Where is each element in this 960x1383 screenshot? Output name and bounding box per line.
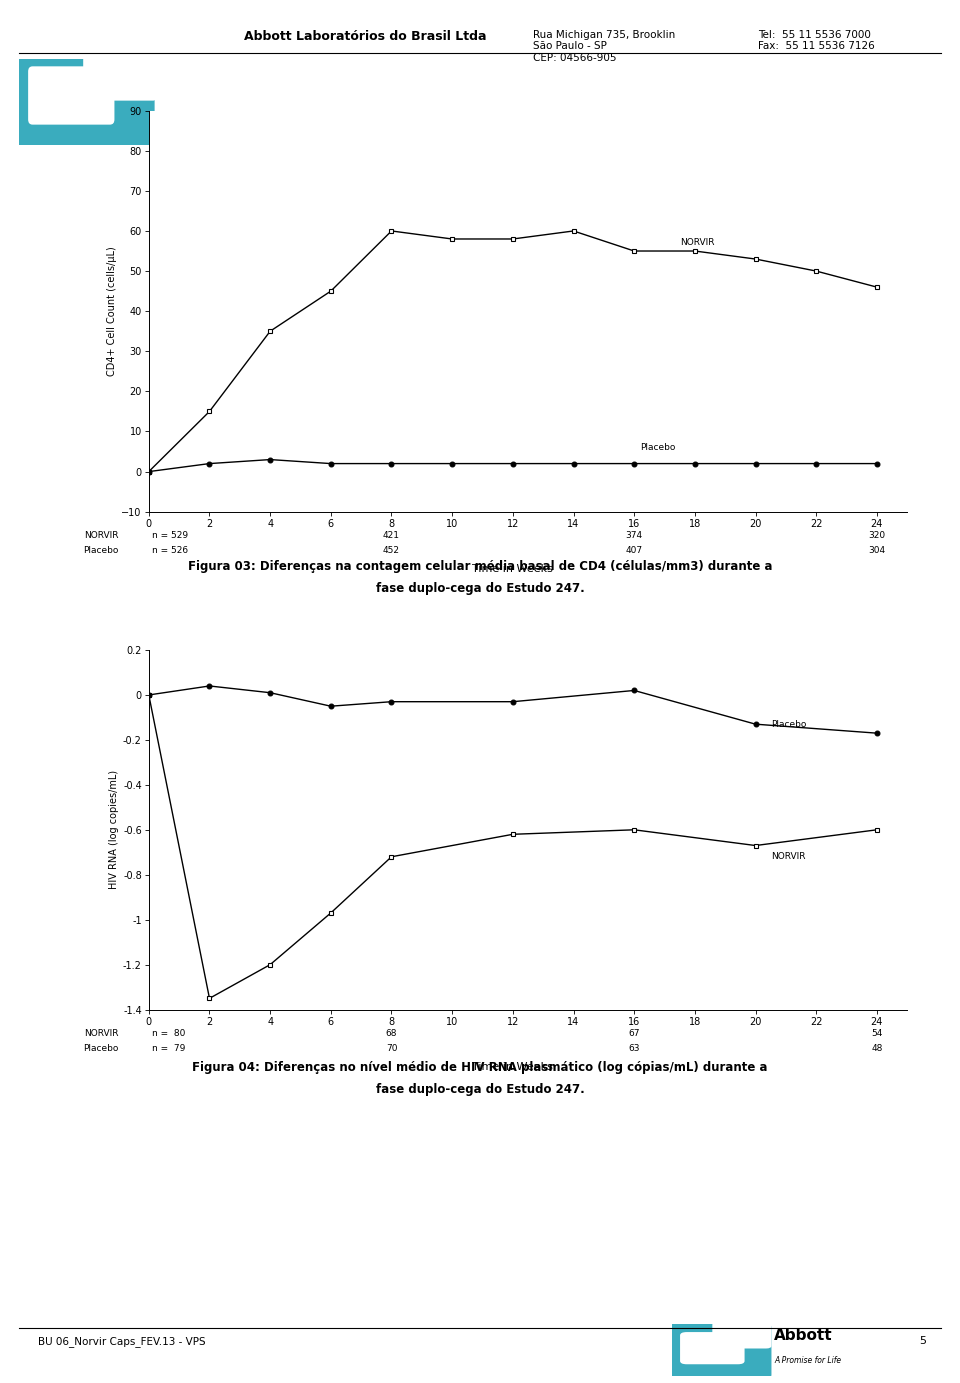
FancyBboxPatch shape	[680, 1332, 745, 1364]
FancyBboxPatch shape	[664, 1322, 772, 1380]
Text: 320: 320	[868, 531, 885, 541]
Text: Rua Michigan 735, Brooklin
São Paulo - SP
CEP: 04566-905: Rua Michigan 735, Brooklin São Paulo - S…	[533, 30, 675, 64]
Text: Figura 03: Diferenças na contagem celular média basal de CD4 (células/mm3) duran: Figura 03: Diferenças na contagem celula…	[188, 560, 772, 573]
Text: 70: 70	[386, 1044, 397, 1054]
Text: Abbott Laboratórios do Brasil Ltda: Abbott Laboratórios do Brasil Ltda	[244, 30, 486, 43]
Text: n = 529: n = 529	[152, 531, 188, 541]
Text: NORVIR: NORVIR	[84, 1029, 118, 1039]
Y-axis label: HIV RNA (log copies/mL): HIV RNA (log copies/mL)	[108, 770, 119, 889]
Text: fase duplo-cega do Estudo 247.: fase duplo-cega do Estudo 247.	[375, 582, 585, 595]
Text: Abbott: Abbott	[774, 1328, 832, 1343]
Text: Placebo: Placebo	[640, 443, 676, 452]
Text: 68: 68	[386, 1029, 397, 1039]
Text: fase duplo-cega do Estudo 247.: fase duplo-cega do Estudo 247.	[375, 1083, 585, 1095]
Text: Placebo: Placebo	[83, 1044, 118, 1054]
Text: Time in Weeks: Time in Weeks	[472, 1062, 553, 1072]
Text: n =  80: n = 80	[152, 1029, 185, 1039]
FancyBboxPatch shape	[13, 57, 155, 152]
Text: 48: 48	[871, 1044, 882, 1054]
Text: NORVIR: NORVIR	[680, 238, 714, 248]
FancyBboxPatch shape	[84, 57, 156, 101]
Text: 452: 452	[383, 546, 400, 556]
Text: 5: 5	[920, 1336, 926, 1346]
Text: n = 526: n = 526	[152, 546, 188, 556]
FancyBboxPatch shape	[28, 66, 114, 124]
Text: NORVIR: NORVIR	[771, 852, 805, 862]
Text: 407: 407	[626, 546, 643, 556]
Text: 304: 304	[868, 546, 885, 556]
Y-axis label: CD4+ Cell Count (cells/µL): CD4+ Cell Count (cells/µL)	[108, 246, 117, 376]
Text: Figura 04: Diferenças no nível médio de HIV RNA plasmático (log cópias/mL) duran: Figura 04: Diferenças no nível médio de …	[192, 1061, 768, 1073]
Text: BU 06_Norvir Caps_FEV.13 - VPS: BU 06_Norvir Caps_FEV.13 - VPS	[38, 1336, 206, 1347]
Text: 421: 421	[383, 531, 400, 541]
Text: 54: 54	[871, 1029, 882, 1039]
Text: Placebo: Placebo	[83, 546, 118, 556]
Text: 63: 63	[629, 1044, 640, 1054]
Text: 374: 374	[626, 531, 643, 541]
Text: Placebo: Placebo	[771, 719, 806, 729]
Text: 67: 67	[629, 1029, 640, 1039]
Text: n =  79: n = 79	[152, 1044, 185, 1054]
Text: A Promise for Life: A Promise for Life	[774, 1355, 841, 1365]
Text: Tel:  55 11 5536 7000
Fax:  55 11 5536 7126: Tel: 55 11 5536 7000 Fax: 55 11 5536 712…	[758, 30, 876, 51]
Text: NORVIR: NORVIR	[84, 531, 118, 541]
Text: Time in Weeks: Time in Weeks	[472, 564, 553, 574]
FancyBboxPatch shape	[712, 1322, 772, 1348]
